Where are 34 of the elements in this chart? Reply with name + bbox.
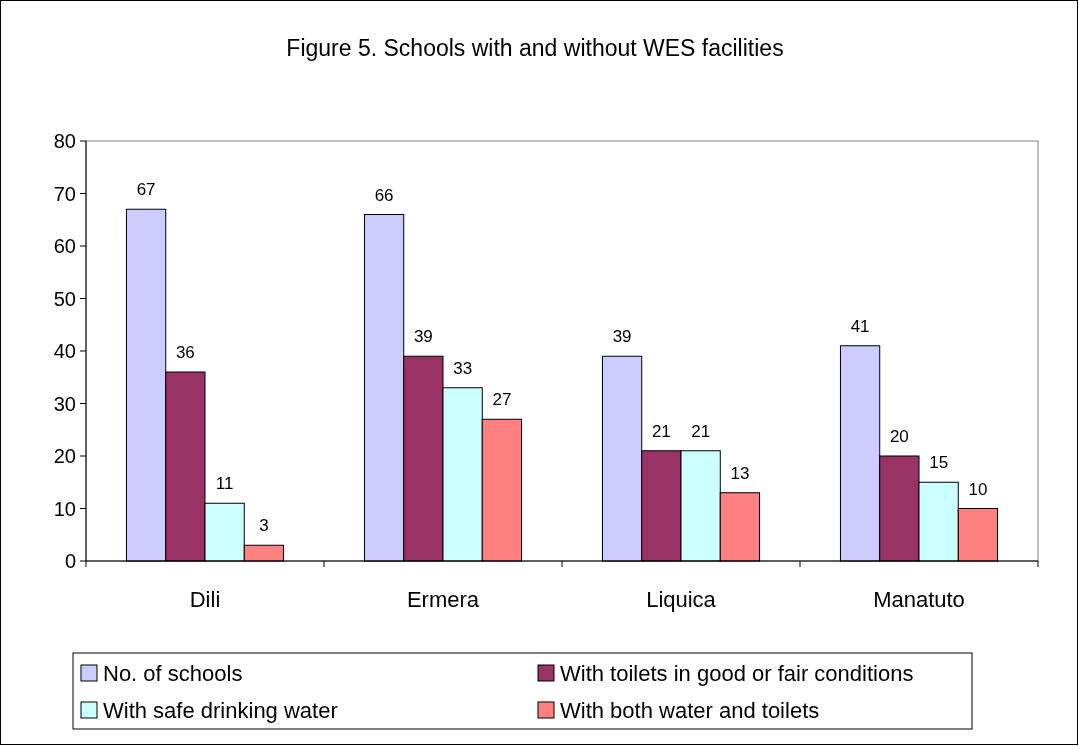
y-tick-label: 50 [53,287,76,310]
data-label: 3 [259,516,269,536]
data-label: 36 [175,343,195,362]
y-tick-label: 40 [53,340,76,362]
data-label: 21 [691,421,711,441]
legend-label: With safe drinking water [103,697,338,723]
x-tick-label: Liquica [646,587,717,612]
data-label: 13 [730,463,750,483]
y-tick-label: 30 [53,392,76,415]
data-label: 15 [929,453,949,473]
legend-label: With both water and toilets [560,697,820,723]
data-label: 27 [492,390,512,410]
y-tick-label: 80 [53,130,76,152]
data-label: 66 [374,185,394,205]
data-label: 20 [889,427,909,446]
data-label: 41 [850,316,870,336]
data-label: 21 [651,421,671,441]
x-tick-label: Ermera [406,587,480,612]
legend-label: With toilets in good or fair conditions [560,660,914,686]
legend-label: No. of schools [103,660,243,686]
data-label: 39 [413,327,433,347]
y-tick-label: 10 [53,497,76,520]
data-label: 33 [453,358,473,378]
y-tick-label: 60 [53,235,76,257]
data-label: 39 [612,327,632,347]
data-label: 10 [968,479,988,499]
data-label: 67 [136,180,156,200]
y-tick-label: 0 [64,550,76,572]
x-tick-label: Dili [189,587,221,612]
x-tick-label: Manatuto [873,587,965,612]
data-label: 11 [215,474,234,494]
y-tick-label: 70 [53,182,76,205]
chart-title: Figure 5. Schools with and without WES facilities [286,35,784,61]
y-tick-label: 20 [53,445,76,467]
